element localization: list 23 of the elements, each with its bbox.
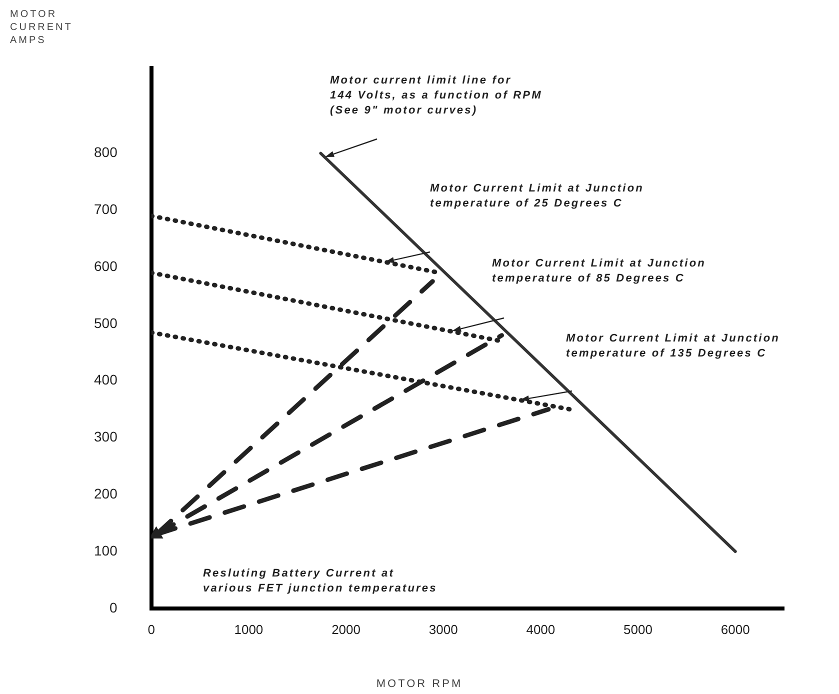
annotation: Motor Current Limit at Junction temperature of 135 Degrees C xyxy=(566,332,780,360)
annotation: Motor Current Limit at Junction temperature of 85 Degrees C xyxy=(492,258,706,285)
x-axis-title: MOTOR RPM xyxy=(375,678,464,690)
x-tick-label: 2000 xyxy=(332,622,360,637)
annotation: Motor current limit line for 144 Volts, as a function of RPM (See 9" motor curves) xyxy=(330,74,542,117)
y-axis-title: MOTOR CURRENT AMPS xyxy=(10,8,73,47)
y-tick-label: 300 xyxy=(94,428,118,445)
x-tick-label: 4000 xyxy=(526,622,556,637)
x-tick-label: 0 xyxy=(148,622,155,637)
x-tick-label: 6000 xyxy=(720,622,750,637)
y-tick-label: 400 xyxy=(94,372,118,388)
y-tick-label: 600 xyxy=(94,258,118,274)
y-tick-label: 800 xyxy=(94,144,118,160)
annotation: Motor Current Limit at Junction temperature of 25 Degrees C xyxy=(430,182,644,210)
x-tick-label: 3000 xyxy=(428,622,458,637)
y-tick-label: 500 xyxy=(94,314,118,331)
y-tick-label: 200 xyxy=(94,485,118,502)
x-tick-label: 5000 xyxy=(624,622,652,637)
y-tick-label: 700 xyxy=(94,201,118,218)
annotation: Resluting Battery Current at various FET junction temperatures xyxy=(203,568,438,595)
y-tick-label: 0 xyxy=(110,599,118,616)
y-tick-label: 100 xyxy=(94,542,118,558)
x-tick-label: 1000 xyxy=(234,622,264,637)
